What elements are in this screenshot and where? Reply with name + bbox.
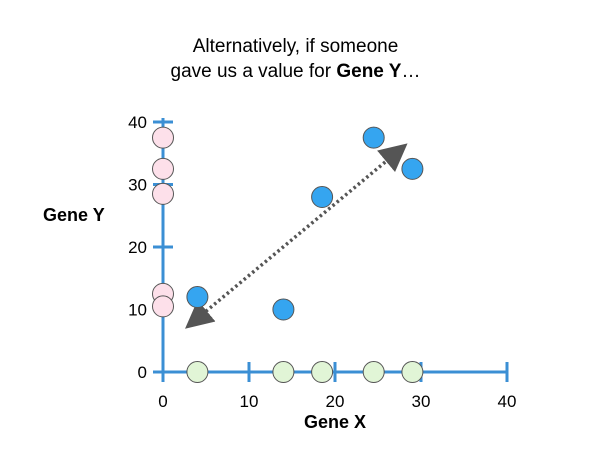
x-tick-label: 10 [240, 392, 259, 411]
data-point [186, 286, 209, 308]
x-projection-point [311, 361, 334, 383]
title-line-2: gave us a value for Gene Y… [0, 59, 591, 84]
points-layer [152, 126, 424, 383]
x-tick-label: 40 [498, 392, 517, 411]
x-axis-label: Gene X [304, 412, 366, 432]
annotation-layer [185, 143, 408, 329]
title-line-1: Alternatively, if someone [192, 36, 399, 57]
x-tick-label: 20 [326, 392, 345, 411]
y-projection-point [152, 126, 174, 149]
x-projection-point [272, 361, 295, 383]
y-tick-label: 30 [128, 176, 147, 195]
x-tick-label: 30 [412, 392, 431, 411]
y-axis-label: Gene Y [43, 205, 105, 225]
data-point [311, 186, 334, 208]
y-tick-label: 40 [128, 113, 147, 132]
x-tick-label: 0 [158, 392, 167, 411]
title-line-2-prefix: gave us a value for [170, 61, 337, 82]
x-projection-point [401, 361, 424, 383]
y-projection-point [152, 295, 174, 318]
y-tick-label: 20 [128, 238, 147, 257]
data-point [362, 126, 385, 149]
title-line-2-bold: Gene Y [336, 61, 402, 82]
axes [153, 118, 509, 382]
data-point [272, 298, 295, 321]
y-tick-label: 10 [128, 301, 147, 320]
dotted-double-arrow [185, 143, 408, 329]
title-line-2-suffix: … [401, 61, 421, 82]
labels-layer: 0 10 20 30 40 0 10 20 30 40 Gene X Gene Y [43, 113, 516, 432]
data-point [401, 157, 424, 180]
slide-title: Alternatively, if someone gave us a valu… [0, 34, 591, 84]
y-tick-label: 0 [138, 363, 147, 382]
y-projection-point [152, 157, 174, 180]
x-projection-point [186, 361, 209, 383]
y-projection-point [152, 182, 174, 205]
x-projection-point [362, 361, 385, 383]
